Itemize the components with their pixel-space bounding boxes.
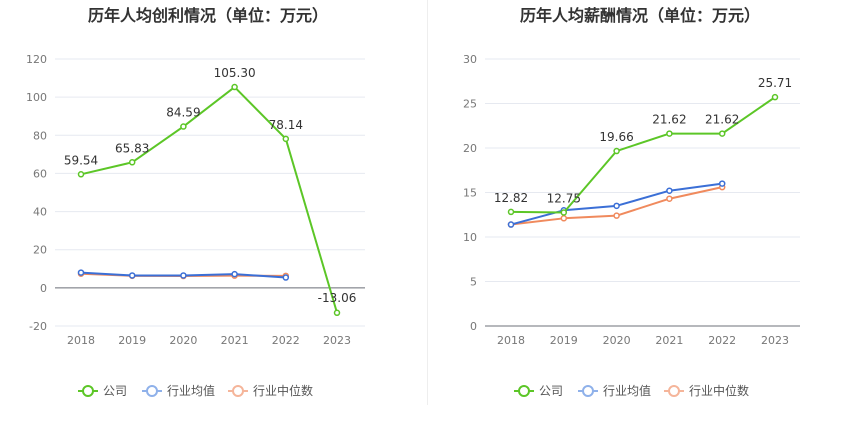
legend-label: 公司 — [539, 384, 563, 398]
legend-label: 行业中位数 — [689, 383, 749, 398]
data-point — [666, 187, 673, 194]
data-label: 65.83 — [115, 141, 149, 155]
y-tick-label: 40 — [33, 206, 47, 219]
legend-item-2[interactable]: 行业中位数 — [228, 383, 313, 398]
legend-marker-icon — [582, 385, 594, 397]
x-tick-label: 2023 — [761, 334, 789, 347]
legend-label: 行业均值 — [603, 383, 651, 398]
chart-panel-1: 历年人均创利情况（单位：万元） -20 0 20 40 60 80 100 120 2018 201… — [26, 6, 365, 398]
x-tick-label: 2018 — [67, 334, 95, 347]
data-label: 19.66 — [599, 130, 633, 144]
x-tick-label: 2021 — [655, 334, 683, 347]
y-tick-label: 20 — [33, 244, 47, 257]
x-tick-label: 2020 — [603, 334, 631, 347]
data-point — [771, 93, 779, 101]
y-tick-label: 0 — [40, 282, 47, 295]
y-tick-label: 25 — [463, 98, 477, 111]
y-tick-label: 30 — [463, 53, 477, 66]
legend-item-0[interactable]: 公司 — [514, 384, 563, 398]
data-point — [231, 270, 238, 278]
y-tick-label: 80 — [33, 129, 47, 142]
legend-item-2[interactable]: 行业中位数 — [664, 383, 749, 398]
panel-divider — [427, 0, 428, 405]
series-line-0 — [80, 86, 338, 314]
x-tick-label: 2022 — [272, 334, 300, 347]
data-point — [666, 195, 673, 202]
x-tick-label: 2020 — [169, 334, 197, 347]
data-point — [77, 269, 85, 276]
data-label: 105.30 — [214, 66, 256, 80]
x-tick-label: 2019 — [550, 334, 578, 347]
data-label: -13.06 — [318, 291, 357, 305]
data-point — [718, 130, 726, 137]
legend-marker-icon — [668, 385, 680, 397]
data-point — [128, 272, 136, 279]
x-tick-label: 2018 — [497, 334, 525, 347]
chart-title: 历年人均创利情况（单位：万元） — [88, 6, 328, 25]
data-label: 12.75 — [547, 192, 581, 206]
legend-label: 行业均值 — [167, 383, 215, 398]
y-tick-label: 5 — [470, 276, 477, 289]
y-tick-label: -20 — [29, 320, 47, 333]
data-point — [666, 130, 673, 137]
data-label: 12.82 — [494, 191, 528, 205]
y-tick-label: 100 — [26, 91, 47, 104]
data-point — [77, 171, 85, 178]
data-point — [560, 209, 568, 216]
data-point — [718, 180, 726, 187]
x-tick-label: 2019 — [118, 334, 146, 347]
legend-item-1[interactable]: 行业均值 — [142, 383, 215, 398]
chart-panel-2: 历年人均薪酬情况（单位：万元） 0 5 10 15 20 25 30 2018 2019 2020 2… — [463, 6, 800, 398]
y-tick-label: 60 — [33, 167, 47, 180]
legend-marker-icon — [518, 385, 530, 397]
legend-marker-icon — [146, 385, 158, 397]
data-label: 84.59 — [166, 106, 200, 120]
data-point — [507, 208, 515, 216]
legend-marker-icon — [82, 385, 94, 397]
data-point — [560, 215, 568, 222]
data-point — [507, 221, 515, 228]
data-label: 59.54 — [64, 153, 98, 167]
legend-item-1[interactable]: 行业均值 — [578, 383, 651, 398]
data-label: 21.62 — [705, 113, 739, 127]
x-tick-label: 2022 — [708, 334, 736, 347]
x-tick-label: 2021 — [221, 334, 249, 347]
data-label: 21.62 — [652, 113, 686, 127]
data-point — [128, 159, 136, 166]
data-point — [282, 274, 290, 281]
data-point — [613, 147, 620, 155]
data-label: 25.71 — [758, 76, 792, 90]
y-tick-label: 15 — [463, 187, 477, 200]
data-point — [180, 272, 187, 279]
legend-label: 公司 — [103, 384, 127, 398]
data-point — [282, 135, 290, 143]
y-tick-label: 20 — [463, 142, 477, 155]
legend-marker-icon — [232, 385, 244, 397]
chart-title: 历年人均薪酬情况（单位：万元） — [520, 6, 760, 25]
data-point — [180, 123, 187, 130]
series-line-0 — [510, 96, 776, 214]
x-tick-label: 2023 — [323, 334, 351, 347]
data-point — [231, 83, 238, 91]
y-tick-label: 10 — [463, 231, 477, 244]
y-tick-label: 120 — [26, 53, 47, 66]
data-point — [613, 202, 620, 210]
y-tick-label: 0 — [470, 320, 477, 333]
data-point — [333, 309, 341, 317]
data-point — [613, 212, 620, 219]
data-label: 78.14 — [269, 118, 303, 132]
legend-item-0[interactable]: 公司 — [78, 384, 127, 398]
legend-label: 行业中位数 — [253, 383, 313, 398]
